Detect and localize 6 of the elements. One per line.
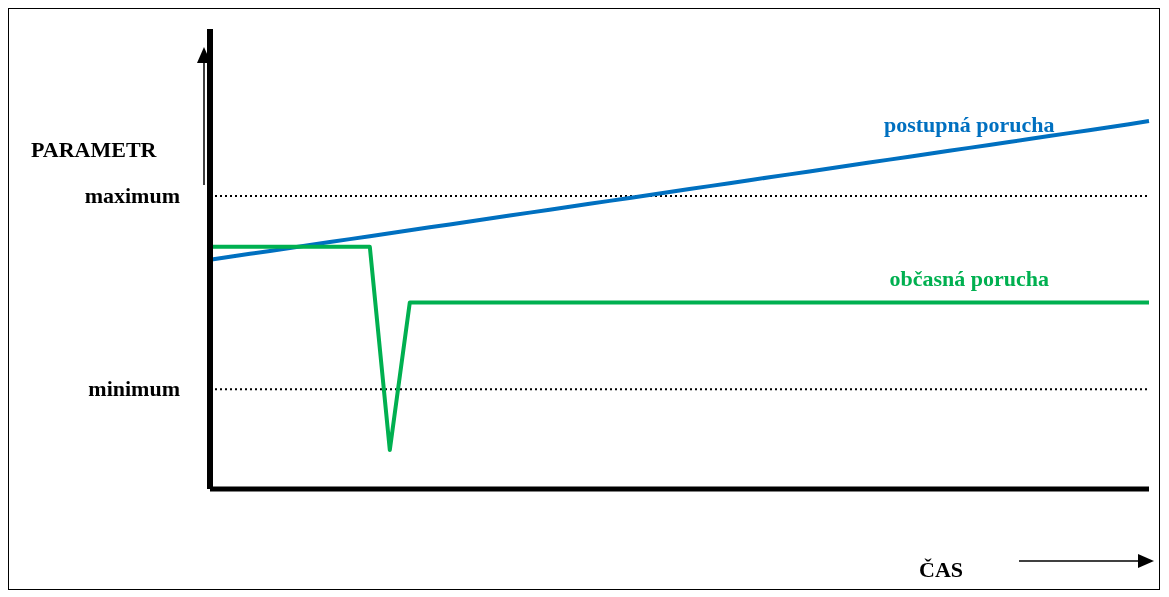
- x-axis-title: ČAS: [919, 557, 964, 583]
- series-label: občasná porucha: [889, 266, 1049, 292]
- ref-line-label: maximum: [84, 183, 180, 209]
- series-label: postupná porucha: [883, 111, 1055, 137]
- ref-line-label: minimum: [88, 376, 180, 402]
- y-axis-title: PARAMETR: [31, 137, 157, 163]
